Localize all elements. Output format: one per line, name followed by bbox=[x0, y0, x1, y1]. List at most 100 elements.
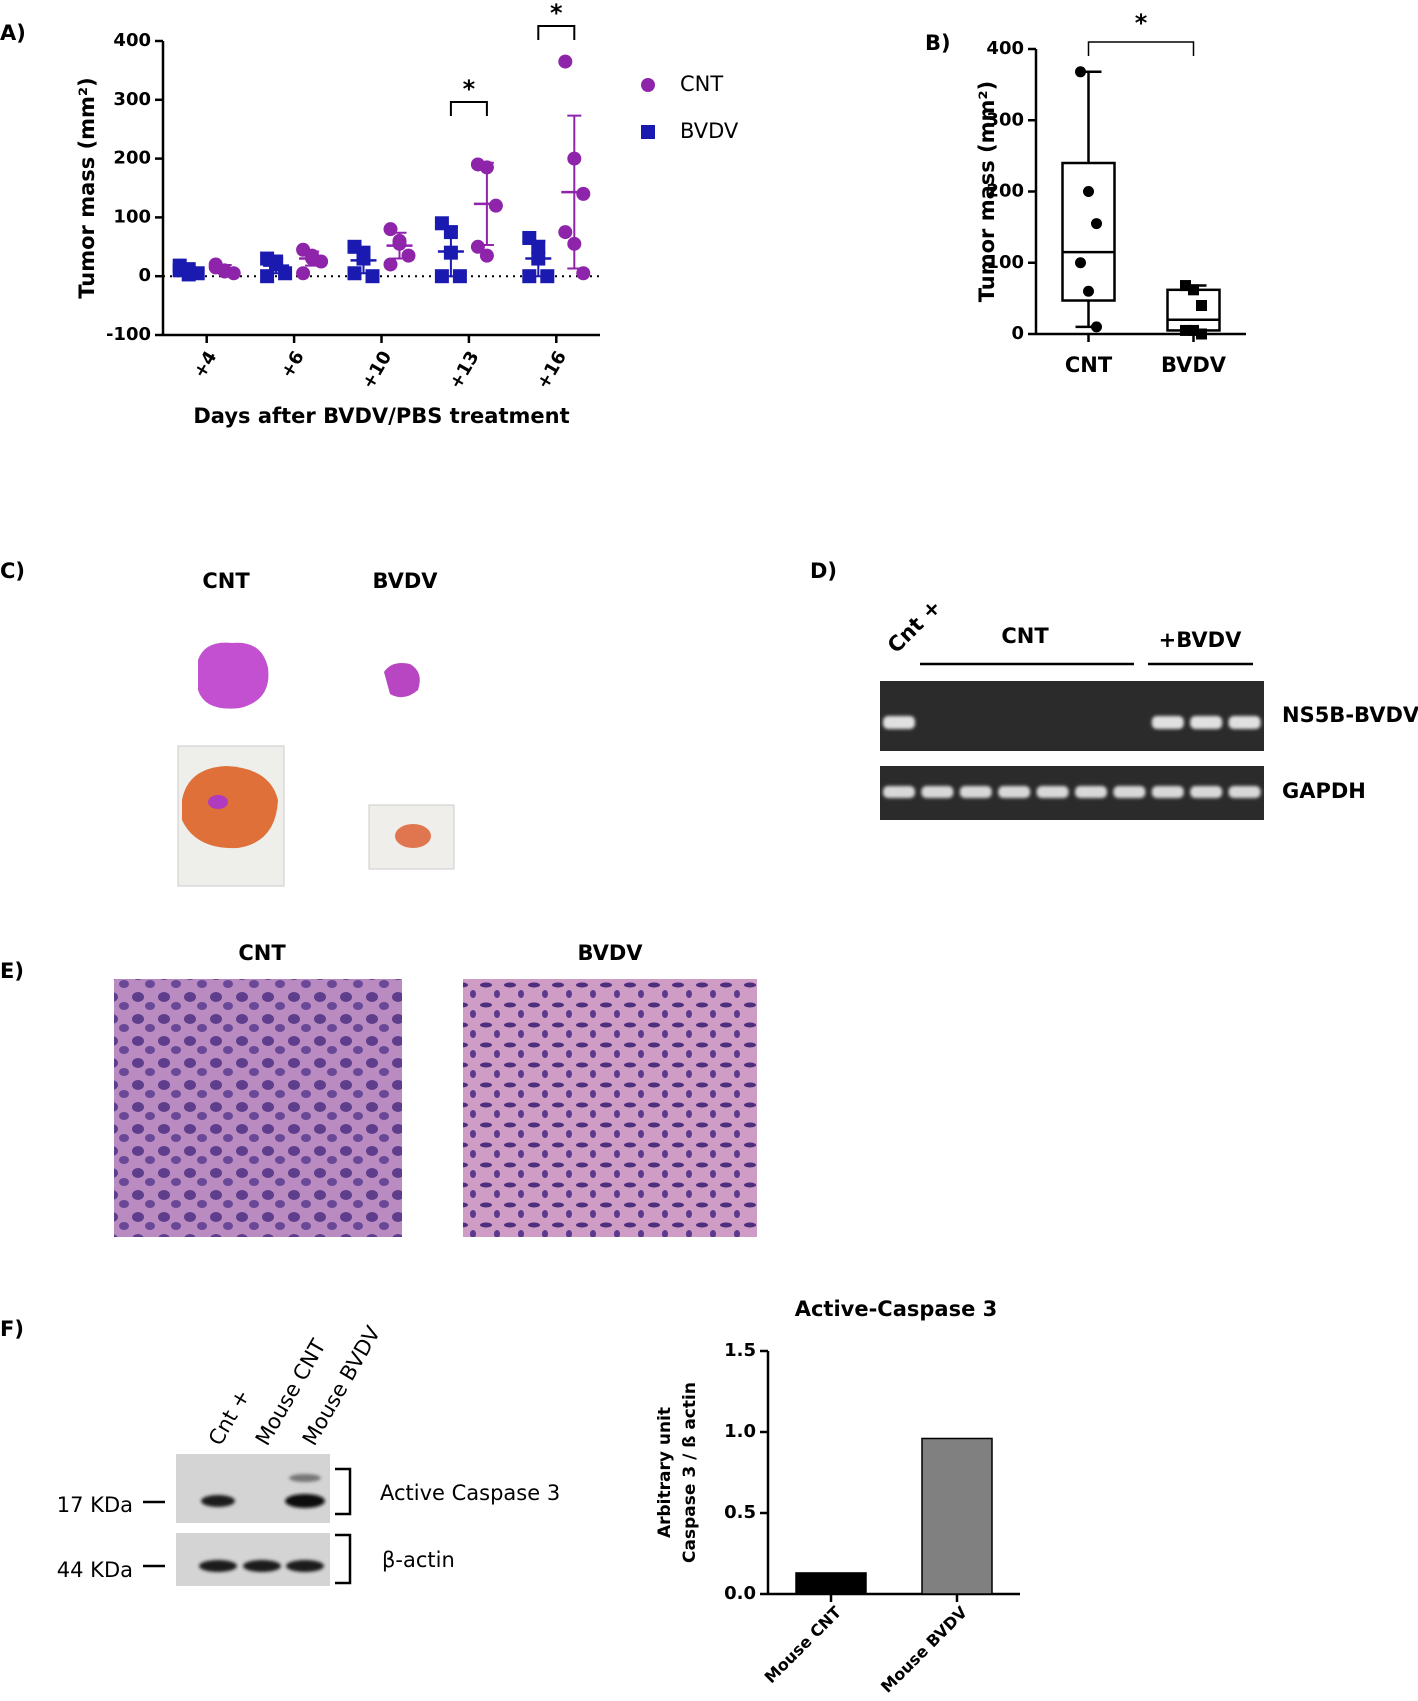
bracket bbox=[335, 1467, 352, 1585]
data-point bbox=[383, 222, 398, 237]
gel-band bbox=[1036, 786, 1069, 798]
sig-bracket bbox=[1087, 41, 1195, 56]
data-point bbox=[576, 186, 591, 201]
data-point bbox=[365, 269, 380, 284]
data-point bbox=[488, 198, 503, 213]
y-tick-label: 0 bbox=[138, 265, 151, 286]
error-bar bbox=[181, 265, 196, 275]
gel-band bbox=[883, 786, 915, 798]
gel-band bbox=[1190, 716, 1223, 729]
gel-band bbox=[1228, 716, 1261, 729]
legend-marker bbox=[641, 78, 655, 92]
bar bbox=[795, 1572, 867, 1595]
error-bar bbox=[392, 231, 407, 260]
gel-band bbox=[883, 716, 915, 729]
error-bar bbox=[269, 256, 284, 275]
data-point bbox=[1091, 218, 1102, 230]
gel-band bbox=[921, 786, 954, 798]
panel-label: F) bbox=[0, 1317, 24, 1341]
gel-band bbox=[1113, 786, 1146, 798]
panel-label: C) bbox=[0, 559, 25, 583]
panel-label: D) bbox=[810, 559, 837, 583]
box bbox=[1166, 288, 1221, 332]
data-point bbox=[576, 266, 591, 281]
sig-mark: * bbox=[1135, 9, 1148, 37]
x-tick-label: +16 bbox=[533, 348, 571, 393]
y-tick-label: 400 bbox=[113, 30, 151, 51]
data-point bbox=[558, 54, 573, 69]
error-bar bbox=[531, 239, 546, 278]
x-tick-label: +4 bbox=[189, 348, 221, 382]
data-point bbox=[1196, 300, 1207, 311]
box bbox=[1061, 161, 1116, 302]
marker-label: 17 KDa bbox=[57, 1493, 133, 1517]
chart-title: Active-Caspase 3 bbox=[795, 1297, 998, 1321]
x-tick-label: +6 bbox=[277, 348, 309, 382]
x-tick-label: BVDV bbox=[1161, 353, 1227, 377]
y-tick-label: 1.5 bbox=[724, 1340, 756, 1361]
blot-bands bbox=[199, 1474, 325, 1572]
column-label: CNT bbox=[202, 569, 250, 593]
lane-label: CNT bbox=[1001, 624, 1049, 648]
y-tick-label: 300 bbox=[113, 89, 151, 110]
gel-band bbox=[1151, 786, 1184, 798]
error-bar bbox=[479, 161, 494, 247]
data-point bbox=[347, 266, 362, 281]
y-axis-label: Caspase 3 / ß actin bbox=[680, 1382, 700, 1563]
data-point bbox=[278, 266, 293, 281]
data-point bbox=[1091, 321, 1102, 333]
lane-label: Cnt + bbox=[883, 595, 946, 658]
y-tick-label: 200 bbox=[113, 148, 151, 169]
data-point bbox=[434, 269, 449, 284]
sig-bracket bbox=[537, 25, 576, 40]
legend-label: BVDV bbox=[680, 119, 739, 143]
data-point bbox=[1083, 285, 1094, 297]
data-point bbox=[1188, 284, 1199, 296]
row-label: β-actin bbox=[382, 1548, 455, 1572]
histology-image bbox=[114, 979, 402, 1237]
y-tick-label: 1.0 bbox=[724, 1421, 756, 1442]
x-tick-label: Mouse CNT bbox=[761, 1603, 845, 1687]
data-point bbox=[1083, 186, 1094, 197]
lane-label: Cnt + bbox=[204, 1385, 255, 1449]
legend-label: CNT bbox=[680, 72, 723, 96]
data-point bbox=[479, 248, 494, 263]
y-axis-label: Arbitrary unit bbox=[655, 1407, 675, 1538]
data-point bbox=[540, 269, 555, 284]
sig-mark: * bbox=[550, 0, 563, 27]
x-tick-label: Mouse BVDV bbox=[877, 1602, 971, 1696]
data-point bbox=[452, 269, 467, 284]
lane-label: +BVDV bbox=[1159, 628, 1242, 652]
data-point bbox=[1188, 324, 1199, 336]
error-bar bbox=[305, 250, 320, 267]
y-tick-label: 0 bbox=[1011, 323, 1024, 344]
panel-label: B) bbox=[925, 31, 951, 55]
error-bar bbox=[443, 225, 458, 278]
x-axis-label: Days after BVDV/PBS treatment bbox=[193, 404, 569, 428]
data-point bbox=[1180, 280, 1191, 292]
y-tick-label: 300 bbox=[986, 109, 1024, 130]
row-label: GAPDH bbox=[1282, 779, 1366, 803]
y-tick-label: 100 bbox=[113, 206, 151, 227]
column-label: BVDV bbox=[577, 941, 643, 965]
x-tick-label: +10 bbox=[358, 348, 396, 393]
data-point bbox=[383, 257, 398, 272]
y-tick-label: 200 bbox=[986, 181, 1024, 202]
sig-bracket bbox=[449, 101, 488, 116]
error-bar bbox=[217, 264, 232, 275]
histology-image bbox=[463, 979, 757, 1237]
y-tick-label: -100 bbox=[106, 324, 151, 345]
gel-band bbox=[959, 786, 992, 798]
column-label: CNT bbox=[238, 941, 286, 965]
legend-marker bbox=[641, 125, 655, 139]
y-tick-label: 100 bbox=[986, 252, 1024, 273]
data-point bbox=[470, 239, 485, 254]
data-point bbox=[1075, 66, 1086, 78]
data-point bbox=[522, 269, 537, 284]
gel-band bbox=[1228, 786, 1261, 798]
x-tick-label: +13 bbox=[445, 348, 483, 393]
sig-mark: * bbox=[463, 75, 476, 103]
data-point bbox=[558, 225, 573, 240]
data-point bbox=[401, 248, 416, 263]
bar bbox=[921, 1437, 993, 1595]
